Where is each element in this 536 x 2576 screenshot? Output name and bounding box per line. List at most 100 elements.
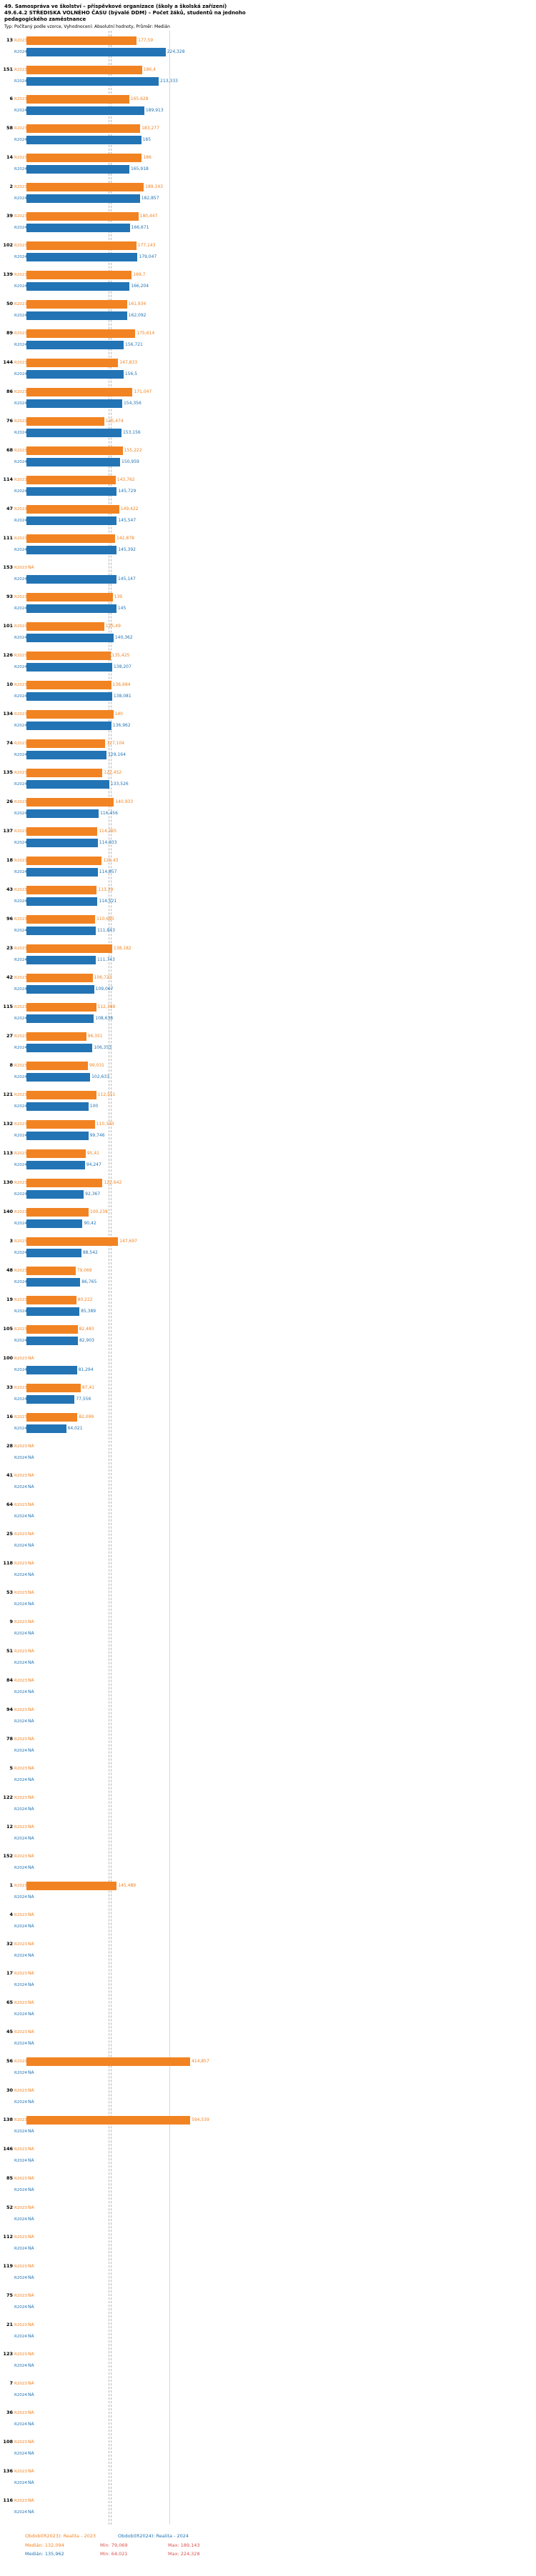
value-label-r2024: 138,207 — [113, 664, 131, 670]
bar-pair: R2023 NA R2024 81,294 — [14, 1353, 94, 1382]
bar-line-r2023: R2023 143,762 — [14, 474, 136, 485]
bar-line-r2023: R2023 NA — [14, 2173, 34, 2184]
value-label-r2024: 77,556 — [76, 1397, 91, 1402]
value-label-r2023: 143,762 — [116, 477, 135, 483]
bar-line-r2023: R2023 112,389 — [14, 1002, 115, 1012]
chart-row: 146 R2023 NA R2024 NA — [0, 2144, 536, 2173]
series-label-r2024: R2024 — [14, 664, 27, 669]
entity-id-label: 96 — [6, 916, 13, 922]
chart-row: 41 R2023 NA R2024 NA — [0, 1470, 536, 1499]
bar-line-r2024: R2024 NA — [14, 1628, 34, 1639]
na-label-r2023: NA — [28, 1795, 34, 1801]
bar-pair: R2023 186 R2024 165,918 — [14, 152, 152, 181]
bar-line-r2023: R2023 82,099 — [14, 1412, 94, 1422]
bar-line-r2023: R2023 100,238 — [14, 1207, 108, 1217]
chart-row: 3 R2023 147,697 R2024 88,542 — [0, 1236, 536, 1265]
value-label-r2023: 114,295 — [99, 829, 117, 834]
entity-id-label: 6 — [9, 96, 13, 102]
na-label-r2023: NA — [28, 2264, 34, 2270]
bar-line-r2024: R2024 154,356 — [14, 398, 152, 409]
bar-pair: R2023 180,447 R2024 166,671 — [14, 211, 157, 240]
na-label-r2024: NA — [28, 2158, 34, 2164]
value-label-r2024: 213,333 — [160, 79, 178, 84]
entity-id-label: 130 — [3, 1179, 13, 1186]
series-label-r2024: R2024 — [14, 2275, 27, 2280]
bar-r2023 — [26, 416, 104, 426]
bar-r2024 — [26, 692, 112, 701]
chart-row: 135 R2023 122,452 R2024 133,526 — [0, 767, 536, 797]
bar-pair: R2023 NA R2024 NA — [14, 2407, 34, 2437]
bar-line-r2023: R2023 NA — [14, 2290, 34, 2301]
entity-id-label: 113 — [3, 1150, 13, 1157]
na-label-r2024: NA — [28, 2217, 34, 2222]
bar-line-r2023: R2023 NA — [14, 2320, 34, 2330]
series-label-r2023: R2023 — [14, 712, 27, 717]
value-label-r2023: 110,695 — [96, 917, 114, 922]
entity-id-label: 3 — [9, 1238, 13, 1244]
bar-r2024 — [26, 604, 116, 613]
bar-r2023 — [26, 885, 97, 894]
bar-pair: R2023 139 R2024 145 — [14, 591, 126, 621]
na-label-r2023: NA — [28, 1561, 34, 1567]
na-label-r2024: NA — [28, 1807, 34, 1812]
na-label-r2023: NA — [28, 1678, 34, 1684]
na-label-r2023: NA — [28, 1590, 34, 1596]
series-label-r2024: R2024 — [14, 2012, 27, 2017]
na-label-r2023: NA — [28, 1502, 34, 1508]
entity-id-label: 14 — [6, 154, 13, 161]
bar-pair: R2023 142,878 R2024 145,392 — [14, 533, 136, 562]
value-label-r2024: 102,633 — [91, 1074, 109, 1080]
series-label-r2024: R2024 — [14, 928, 27, 933]
bar-r2023 — [26, 270, 132, 279]
series-label-r2023: R2023 — [14, 67, 27, 72]
bar-r2023 — [26, 680, 111, 689]
value-label-r2024: 150,959 — [121, 459, 139, 465]
bar-pair: R2023 NA R2024 NA — [14, 1675, 34, 1704]
value-label-r2024: 165,918 — [131, 166, 149, 172]
entity-id-label: 75 — [6, 2292, 13, 2299]
bar-line-r2024: R2024 NA — [14, 1745, 34, 1756]
chart-row: 4 R2023 NA R2024 NA — [0, 1909, 536, 1939]
bar-pair: R2023 NA R2024 NA — [14, 1617, 34, 1646]
bar-r2024 — [26, 428, 121, 437]
chart-rows: 13 R2023 177,59 R2024 224,328 151 R2023 186,4 R2… — [0, 35, 536, 2525]
bar-line-r2024: R2024 106,353 — [14, 1042, 111, 1053]
series-label-r2023: R2023 — [14, 1678, 27, 1683]
na-label-r2023: NA — [28, 2322, 34, 2328]
chart-row: 45 R2023 NA R2024 NA — [0, 2027, 536, 2056]
series-label-r2024: R2024 — [14, 342, 27, 347]
na-label-r2023: NA — [28, 1356, 34, 1362]
entity-id-label: 136 — [3, 2468, 13, 2475]
bar-r2024 — [26, 281, 130, 291]
bar-line-r2023: R2023 NA — [14, 2027, 34, 2037]
na-label-r2024: NA — [28, 1660, 34, 1666]
chart-row: 84 R2023 NA R2024 NA — [0, 1675, 536, 1704]
bar-r2023 — [26, 2057, 190, 2066]
series-label-r2023: R2023 — [14, 1209, 27, 1214]
series-label-r2024: R2024 — [14, 459, 27, 464]
bar-r2024 — [26, 399, 122, 408]
chart-row: 27 R2023 96,351 R2024 106,353 — [0, 1031, 536, 1060]
value-label-r2024: 90,42 — [84, 1221, 96, 1227]
chart-row: 119 R2023 NA R2024 NA — [0, 2261, 536, 2290]
series-label-r2023: R2023 — [14, 1795, 27, 1800]
series-label-r2024: R2024 — [14, 1484, 27, 1489]
bar-r2023 — [26, 944, 112, 953]
bar-r2024 — [26, 574, 116, 584]
bar-r2023 — [26, 358, 119, 367]
bar-r2023 — [26, 182, 144, 191]
bar-line-r2024: R2024 156,721 — [14, 339, 154, 350]
bar-line-r2024: R2024 145,147 — [14, 574, 136, 584]
bar-line-r2024: R2024 NA — [14, 1833, 34, 1844]
bar-r2024 — [26, 1160, 85, 1169]
value-label-r2023: 99,031 — [89, 1063, 104, 1069]
series-label-r2024: R2024 — [14, 2158, 27, 2163]
na-label-r2023: NA — [28, 1737, 34, 1742]
chart-row: 12 R2023 NA R2024 NA — [0, 1822, 536, 1851]
value-label-r2024: 166,204 — [131, 284, 149, 289]
na-label-r2023: NA — [28, 1444, 34, 1449]
bar-line-r2023: R2023 NA — [14, 1675, 34, 1686]
bar-line-r2023: R2023 122,452 — [14, 767, 129, 778]
entity-id-label: 51 — [6, 1648, 13, 1654]
series-label-r2023: R2023 — [14, 1532, 27, 1537]
